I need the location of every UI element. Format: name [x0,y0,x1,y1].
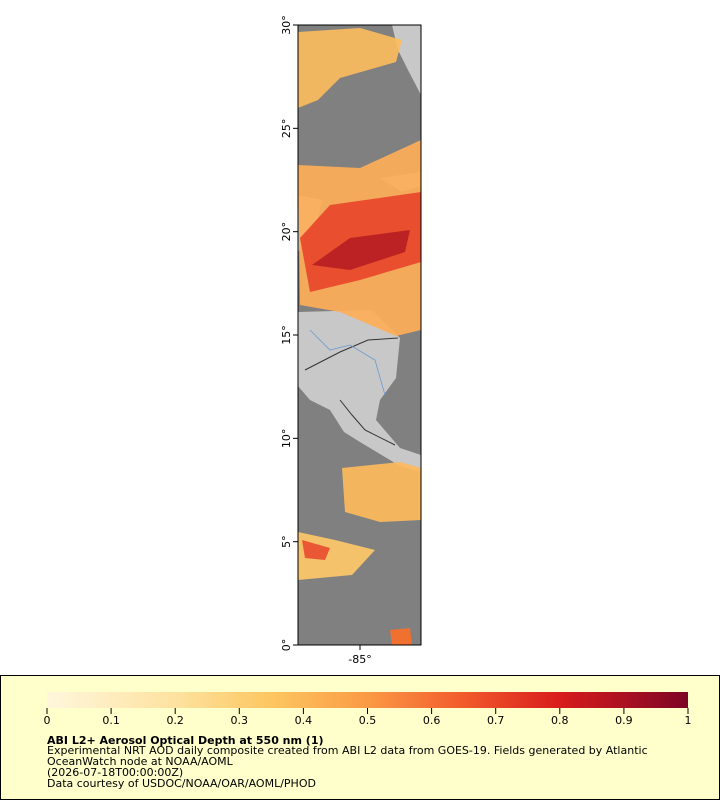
lat-tick-label: 25° [280,119,293,139]
colorbar-tick-label: 0.4 [295,714,313,727]
aerosol [302,540,330,560]
legend-line: Data courtesy of USDOC/NOAA/OAR/AOML/PHO… [47,777,316,790]
land [298,310,421,472]
map [298,25,421,645]
colorbar-tick-label: 0.3 [231,714,249,727]
lat-tick-label: 15° [280,325,293,345]
aerosol [342,462,421,522]
legend-line: (2026-07-18T00:00:00Z) [47,766,183,779]
colorbar-tick-label: 0.8 [551,714,569,727]
aerosol [312,230,410,270]
river [309,329,386,396]
colorbar-tick-label: 1 [685,714,692,727]
border [339,399,396,446]
border [304,337,399,371]
colorbar [47,692,688,708]
legend-title: ABI L2+ Aerosol Optical Depth at 550 nm … [47,734,324,747]
colorbar-axis: 0 0.1 0.2 0.3 0.4 0.5 0.6 0.7 0.8 0.9 1 [44,708,692,727]
colorbar-tick-label: 0 [44,714,51,727]
lat-tick-label: 0° [280,639,293,652]
lat-tick-label: 10° [280,429,293,449]
lon-axis: -85° [348,645,372,666]
lat-tick-label: 20° [280,222,293,242]
lat-axis: 0° 5° 10° 15° 20° 25° 30° [280,15,298,651]
lat-tick-label: 5° [280,535,293,548]
colorbar-tick-label: 0.2 [166,714,184,727]
colorbar-tick-label: 0.1 [102,714,120,727]
aerosol [390,628,412,645]
aerosol [298,28,402,108]
colorbar-tick-label: 0.7 [487,714,505,727]
legend-line: Experimental NRT AOD daily composite cre… [47,744,648,757]
lat-tick-label: 30° [280,15,293,35]
colorbar-tick-label: 0.5 [359,714,377,727]
aerosol [298,532,375,580]
colorbar-tick-label: 0.9 [615,714,633,727]
lon-tick-label: -85° [348,653,371,666]
legend-lines: Experimental NRT AOD daily composite cre… [47,744,648,790]
legend-line: OceanWatch node at NOAA/AOML [47,755,234,768]
colorbar-tick-label: 0.6 [423,714,441,727]
